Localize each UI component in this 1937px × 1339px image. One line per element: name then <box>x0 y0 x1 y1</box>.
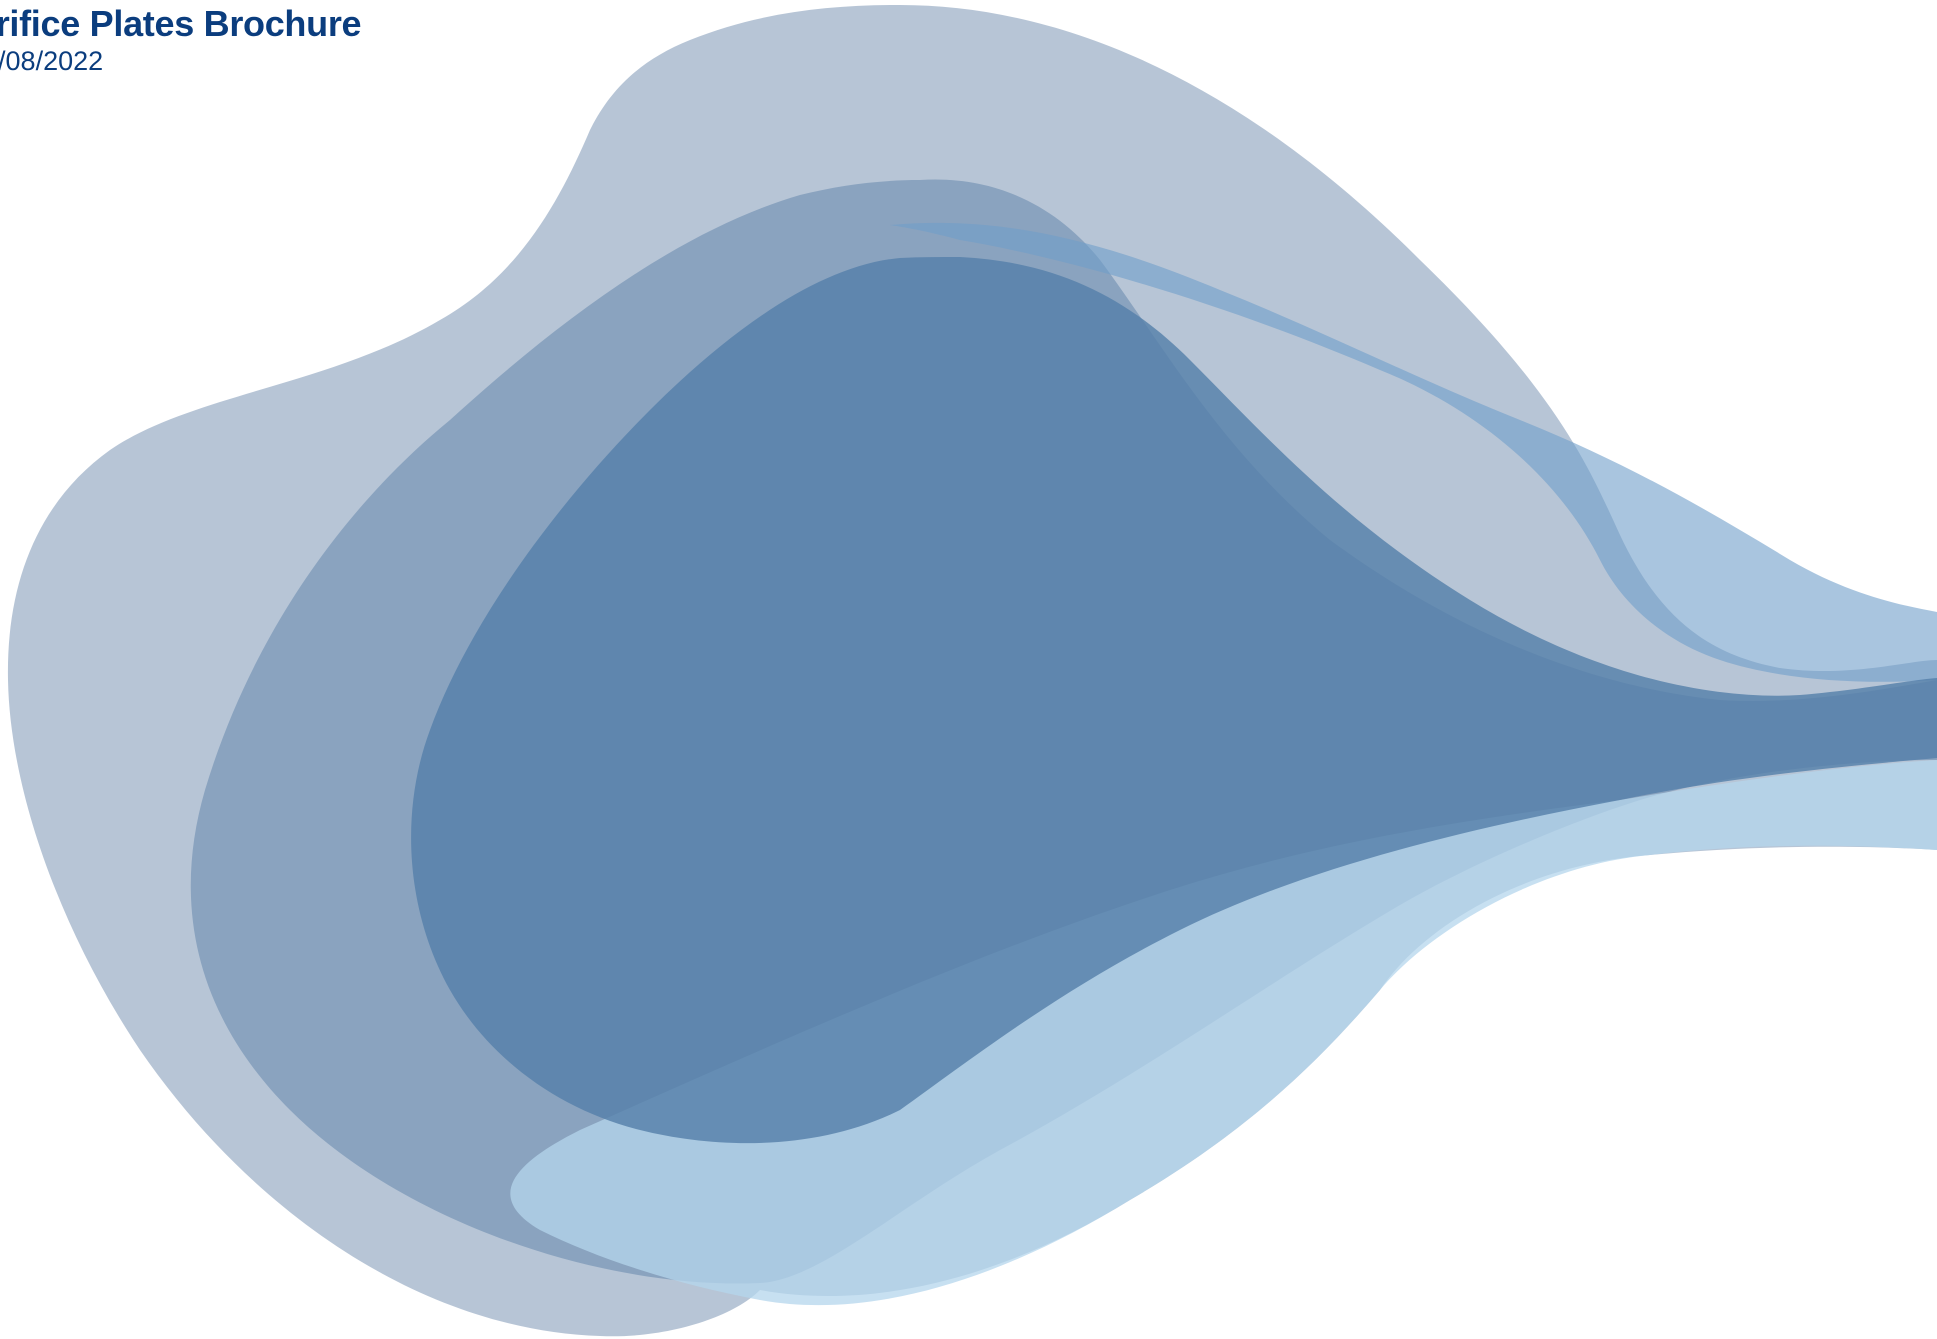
document-title: Orifice Plates Brochure <box>0 3 362 44</box>
document-date: 08/08/2022 <box>0 46 104 76</box>
blob-light-blue-lower <box>510 760 1937 1306</box>
blob-sky-blue-band <box>890 222 1937 682</box>
blob-deep-blue-center <box>411 257 1937 1144</box>
document-header: Orifice Plates Brochure 08/08/2022 <box>0 2 362 76</box>
